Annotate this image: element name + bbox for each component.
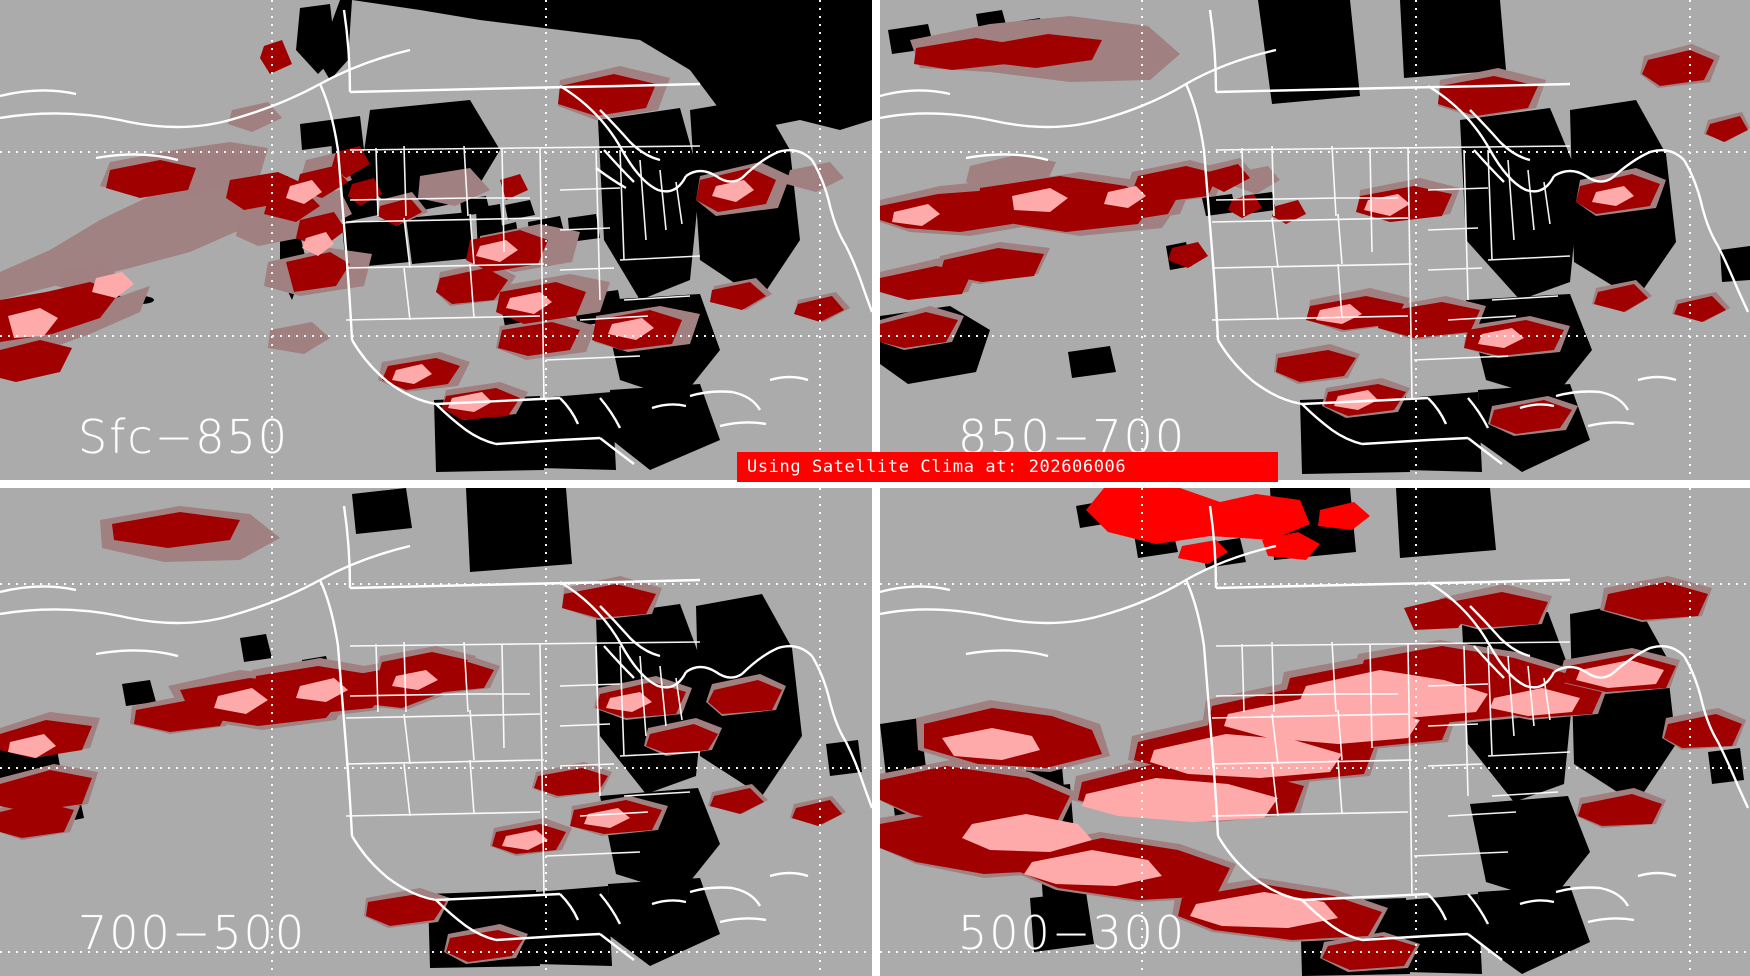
status-banner: Using Satellite Clima at: 202606006 [737, 452, 1278, 482]
map-layer-500-300 [880, 488, 1750, 976]
map-layer-850-700 [880, 0, 1750, 480]
panel-850-700[interactable]: 850−700 [880, 0, 1750, 480]
panel-separator-horizontal [0, 480, 1750, 488]
panel-500-300[interactable]: 500−300 [880, 488, 1750, 976]
panel-sfc-850[interactable]: Sfc−850 [0, 0, 872, 480]
panel-label-sfc-850: Sfc−850 [78, 410, 290, 464]
map-layer-700-500 [0, 488, 872, 976]
map-layer-sfc-850 [0, 0, 872, 480]
panel-separator-vertical [872, 0, 880, 976]
panel-label-500-300: 500−300 [958, 906, 1187, 960]
panel-700-500[interactable]: 700−500 [0, 488, 872, 976]
status-banner-text: Using Satellite Clima at: 202606006 [747, 457, 1127, 477]
panel-label-700-500: 700−500 [78, 906, 307, 960]
